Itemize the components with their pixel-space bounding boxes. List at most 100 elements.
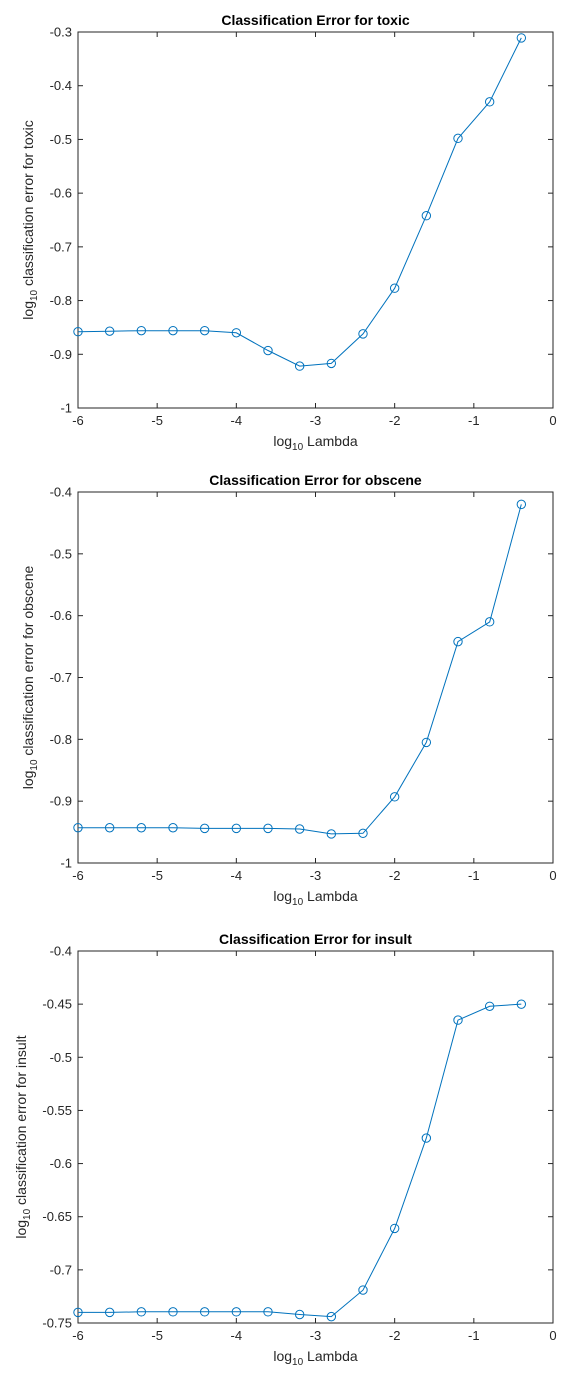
y-tick-label: -0.8 [50, 732, 72, 747]
x-tick-label: -4 [231, 1328, 243, 1343]
x-tick-label: -5 [151, 413, 163, 428]
data-point [136, 1307, 147, 1317]
x-tick-label: -1 [468, 868, 480, 883]
series-line [78, 1003, 522, 1318]
data-point [73, 823, 83, 833]
data-point [294, 361, 305, 371]
chart-title: Classification Error for insult [219, 931, 412, 947]
x-tick-label: 0 [549, 1328, 556, 1343]
x-tick-label: 0 [549, 413, 556, 428]
data-point [231, 1307, 242, 1317]
y-tick-label: -0.5 [50, 546, 72, 561]
data-point [421, 737, 432, 748]
data-point [358, 1285, 368, 1295]
data-point [453, 1015, 463, 1025]
data-point [263, 1307, 273, 1317]
data-point [263, 823, 273, 834]
data-point [73, 1307, 83, 1318]
data-point [326, 358, 337, 369]
y-tick-label: -0.9 [50, 794, 72, 809]
data-point [104, 1307, 115, 1318]
chart-2: Classification Error for obscene -6 -5 -4 -3… [20, 472, 557, 908]
x-tick-label: -1 [468, 1328, 480, 1343]
x-axis-label: log10 Lambda [273, 1348, 358, 1368]
x-tick-label: -4 [231, 868, 243, 883]
data-point [484, 97, 495, 107]
plot-area [77, 950, 554, 1324]
y-tick-label: -0.7 [50, 1262, 72, 1277]
chart-title: Classification Error for toxic [221, 12, 409, 28]
y-axis-label: log10 classification error for insult [13, 1035, 33, 1238]
x-tick-label: -3 [310, 868, 322, 883]
y-tick-label: -0.55 [42, 1103, 72, 1118]
y-tick-label: -0.6 [50, 1156, 72, 1171]
chart-3: Classification Error for insult -6 -5 -4 -3 -… [13, 931, 557, 1368]
data-point [168, 1307, 178, 1317]
x-tick-label: -3 [310, 413, 322, 428]
x-tick-label: -3 [310, 1328, 322, 1343]
x-tick-label: -5 [151, 868, 163, 883]
y-tick-label: -0.4 [50, 944, 72, 959]
data-point [294, 824, 305, 834]
x-axis-label: log10 Lambda [273, 888, 358, 908]
x-tick-label: 0 [549, 868, 556, 883]
data-point [168, 325, 178, 336]
plot-area [77, 491, 554, 864]
series-line [77, 37, 522, 367]
data-point [421, 1133, 432, 1143]
data-point [199, 1307, 210, 1317]
data-point [516, 499, 527, 510]
data-point [516, 33, 527, 43]
data-point [294, 1309, 305, 1320]
y-tick-label: -0.9 [50, 347, 72, 362]
y-tick-label: -0.4 [50, 78, 72, 93]
data-point [516, 999, 527, 1009]
y-tick-label: -1 [60, 401, 72, 416]
x-tick-label: -5 [151, 1328, 163, 1343]
chart-title: Classification Error for obscene [209, 472, 422, 488]
x-tick-label: -6 [72, 1328, 84, 1343]
data-point [231, 823, 242, 834]
data-point [168, 823, 178, 833]
x-tick-label: -2 [389, 413, 401, 428]
data-point [104, 326, 115, 336]
y-tick-label: -0.7 [50, 239, 72, 254]
data-point [389, 792, 400, 802]
y-axis-label: log10 classification error for toxic [20, 120, 40, 319]
data-point [136, 823, 147, 833]
x-axis-label: log10 Lambda [273, 433, 358, 453]
y-tick-label: -1 [60, 856, 72, 871]
y-tick-label: -0.3 [50, 25, 72, 40]
data-point [389, 283, 400, 293]
data-point [199, 823, 210, 834]
data-point [421, 211, 432, 221]
data-point [104, 823, 115, 833]
y-tick-label: -0.75 [42, 1316, 72, 1331]
x-tick-label: -2 [389, 868, 401, 883]
x-tick-label: -1 [468, 413, 480, 428]
data-point [453, 636, 463, 647]
y-tick-label: -0.7 [50, 670, 72, 685]
y-tick-label: -0.6 [50, 608, 72, 623]
data-point [358, 329, 368, 339]
data-point [389, 1223, 400, 1234]
chart-1: Classification Error for toxic -6 -5 -4 -3 -2… [20, 12, 557, 453]
data-point [263, 345, 273, 356]
x-tick-label: -6 [72, 868, 84, 883]
y-tick-label: -0.4 [50, 485, 72, 500]
y-tick-label: -0.5 [50, 132, 72, 147]
data-point [484, 617, 495, 627]
y-axis-label: log10 classification error for obscene [20, 566, 40, 790]
data-point [358, 828, 368, 839]
data-point [136, 325, 147, 336]
y-tick-label: -0.8 [50, 293, 72, 308]
data-point [484, 1001, 495, 1011]
data-point [453, 133, 463, 144]
y-tick-label: -0.5 [50, 1050, 72, 1065]
data-point [199, 325, 210, 336]
plot-area [77, 31, 554, 409]
y-tick-label: -0.65 [42, 1209, 72, 1224]
x-tick-label: -4 [231, 413, 243, 428]
x-tick-label: -6 [72, 413, 84, 428]
